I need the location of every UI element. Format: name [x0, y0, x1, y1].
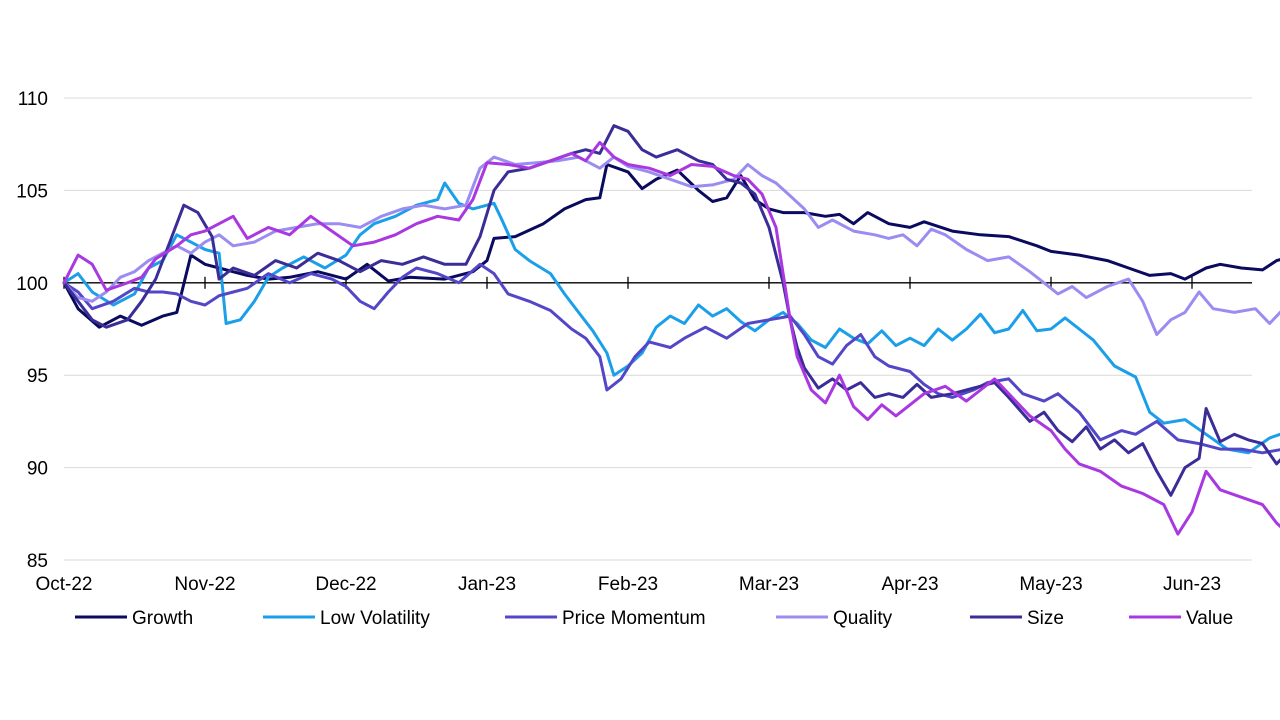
legend-label-price-momentum: Price Momentum: [562, 608, 706, 629]
x-tick-label: Apr-23: [881, 574, 938, 595]
series-lines: [62, 124, 1280, 536]
y-tick-label: 90: [27, 459, 48, 480]
series-line-low-volatility: [62, 181, 1280, 455]
y-tick-label: 100: [16, 274, 48, 295]
y-tick-label: 105: [16, 181, 48, 202]
x-tick-label: Nov-22: [174, 574, 235, 595]
y-tick-label: 110: [18, 89, 48, 110]
legend-label-size: Size: [1027, 608, 1064, 629]
legend-label-value: Value: [1186, 608, 1233, 629]
legend-label-quality: Quality: [833, 608, 893, 629]
x-tick-label: May-23: [1019, 574, 1082, 595]
y-axis-tick-labels: 85 90 95 100 105 110: [16, 89, 48, 572]
x-tick-label: Jun-23: [1163, 574, 1221, 595]
series-line-price-momentum: [62, 262, 1280, 455]
legend: Growth Low Volatility Price Momentum Qualit…: [75, 608, 1233, 629]
x-tick-label: Dec-22: [315, 574, 376, 595]
x-tick-label: Feb-23: [598, 574, 658, 595]
gridlines: [64, 97, 1252, 561]
series-line-quality: [62, 155, 1280, 336]
x-axis-tick-labels: Oct-22 Nov-22 Dec-22 Jan-23 Feb-23 Mar-23 Apr-…: [35, 574, 1221, 595]
x-tick-label: Oct-22: [35, 574, 92, 595]
series-line-growth: [62, 163, 1280, 329]
series-line-value: [62, 140, 1280, 536]
x-tick-label: Mar-23: [739, 574, 799, 595]
series-line-size: [62, 124, 1280, 497]
y-tick-label: 95: [27, 366, 48, 387]
legend-label-growth: Growth: [132, 608, 193, 629]
legend-label-low-volatility: Low Volatility: [320, 608, 430, 629]
y-tick-label: 85: [27, 551, 48, 572]
x-tick-label: Jan-23: [458, 574, 516, 595]
